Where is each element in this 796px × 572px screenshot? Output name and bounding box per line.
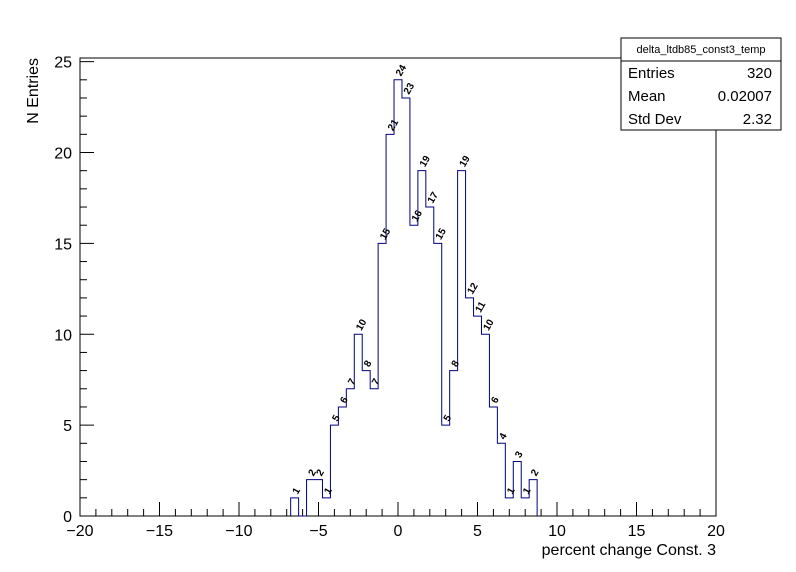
bin-count-label: 10 — [354, 317, 369, 333]
bin-count-label: 19 — [458, 154, 473, 170]
histogram-bin — [529, 480, 537, 516]
stats-entries-value: 320 — [747, 65, 772, 82]
bin-count-label: 19 — [418, 154, 433, 170]
bin-count-label: 4 — [497, 431, 510, 442]
y-tick-label: 25 — [54, 55, 72, 72]
bin-count-label: 5 — [330, 413, 343, 424]
bin-count-label: 1 — [323, 486, 336, 497]
histogram-bars — [291, 80, 537, 516]
bin-count-label: 1 — [521, 486, 534, 497]
x-tick-label: −20 — [66, 523, 93, 540]
bin-count-labels: 1221567108715212423161917155819121110641… — [291, 63, 542, 497]
histogram-bin — [330, 425, 338, 516]
histogram-bin — [394, 80, 402, 516]
histogram-bin — [442, 425, 450, 516]
bin-count-label: 6 — [489, 395, 502, 406]
stats-entries-label: Entries — [628, 65, 675, 82]
x-tick-label: 15 — [628, 523, 646, 540]
stats-stddev-label: Std Dev — [628, 111, 682, 128]
bin-count-label: 17 — [426, 190, 441, 206]
stats-box: delta_ltdb85_const3_temp Entries 320 Mea… — [620, 37, 782, 131]
x-tick-label: 5 — [473, 523, 482, 540]
bin-count-label: 8 — [362, 358, 375, 369]
stats-title: delta_ltdb85_const3_temp — [636, 44, 765, 56]
bin-count-label: 7 — [346, 377, 359, 388]
histogram-bin — [497, 443, 505, 516]
stats-box-frame — [620, 37, 782, 131]
histogram-bin — [458, 171, 466, 516]
bin-count-label: 15 — [434, 226, 449, 242]
x-tick-label: 0 — [394, 523, 403, 540]
bin-count-label: 15 — [378, 226, 393, 242]
bin-count-label: 3 — [513, 449, 526, 460]
bin-count-label: 6 — [338, 395, 351, 406]
histogram-bin — [450, 371, 458, 516]
bin-count-label: 8 — [450, 358, 463, 369]
bin-count-label: 10 — [482, 317, 497, 333]
histogram-bin — [386, 134, 394, 516]
histogram-bin — [474, 316, 482, 516]
histogram-bin — [489, 407, 497, 516]
x-axis: −20 −15 −10 −5 0 5 10 15 20 — [66, 502, 725, 540]
histogram-bin — [291, 498, 299, 516]
histogram-bin — [410, 225, 418, 516]
bin-count-label: 2 — [529, 467, 542, 478]
bin-count-label: 5 — [442, 413, 455, 424]
histogram-bin — [466, 298, 474, 516]
x-tick-label: −5 — [309, 523, 327, 540]
histogram-bin — [322, 498, 330, 516]
stats-stddev-value: 2.32 — [743, 111, 772, 128]
x-tick-label: 10 — [548, 523, 566, 540]
histogram-bin — [362, 371, 370, 516]
x-tick-label: 20 — [707, 523, 725, 540]
stats-mean-value: 0.02007 — [718, 88, 772, 105]
y-axis-title: N Entries — [25, 58, 42, 124]
x-tick-label: −15 — [146, 523, 173, 540]
y-tick-label: 5 — [63, 418, 72, 435]
histogram-bin — [426, 207, 434, 516]
histogram-bin — [307, 480, 315, 516]
histogram-bin — [370, 389, 378, 516]
histogram-bin — [434, 243, 442, 516]
histogram-bin — [346, 389, 354, 516]
y-tick-label: 0 — [63, 509, 72, 526]
bin-count-label: 16 — [410, 208, 425, 224]
bin-count-label: 2 — [315, 467, 328, 478]
histogram-bin — [354, 334, 362, 516]
x-axis-title: percent change Const. 3 — [542, 542, 716, 559]
bin-count-label: 23 — [402, 81, 417, 97]
bin-count-label: 2 — [307, 467, 320, 478]
bin-count-label: 1 — [291, 486, 304, 497]
y-tick-label: 15 — [54, 236, 72, 253]
histogram-outline — [290, 79, 538, 517]
bin-count-label: 1 — [505, 486, 518, 497]
bin-count-label: 21 — [386, 117, 401, 133]
histogram-bin — [402, 98, 410, 516]
x-tick-label: −10 — [225, 523, 252, 540]
histogram-bin — [481, 334, 489, 516]
bin-count-label: 11 — [474, 300, 489, 315]
stats-mean-label: Mean — [628, 88, 666, 105]
y-axis: 0 5 10 15 20 25 — [54, 55, 94, 526]
bin-count-label: 24 — [394, 63, 409, 79]
histogram-bin — [378, 243, 386, 516]
bin-count-label: 7 — [370, 377, 383, 388]
histogram-bin — [513, 461, 521, 516]
y-tick-label: 10 — [54, 327, 72, 344]
y-tick-label: 20 — [54, 146, 72, 163]
bin-count-label: 12 — [466, 281, 481, 297]
